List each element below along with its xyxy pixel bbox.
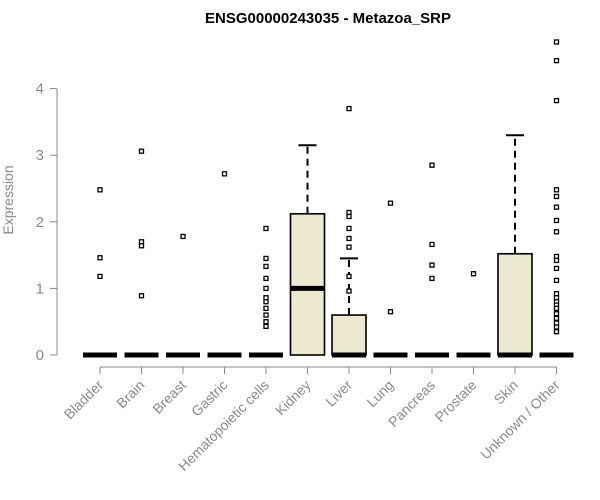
outlier-point [429, 275, 435, 282]
outlier-point [553, 277, 560, 284]
box-brain [124, 148, 159, 358]
outlier-point [97, 273, 103, 280]
outlier-point [263, 285, 269, 292]
outlier-point [263, 299, 269, 305]
outlier-point [346, 244, 352, 250]
x-tick-label: Prostate [431, 377, 479, 425]
outlier-point [553, 305, 560, 312]
box-skin [497, 134, 533, 358]
box-prostate [456, 271, 491, 358]
outlier-point [553, 39, 560, 45]
outlier-point [387, 200, 394, 206]
outlier-point [263, 263, 269, 270]
outlier-point [553, 315, 560, 322]
outlier-point [346, 105, 352, 112]
outlier-point [263, 312, 269, 318]
outlier-point [553, 193, 560, 200]
outlier-point [553, 204, 560, 210]
outlier-point [346, 225, 352, 232]
y-tick-label: 4 [36, 81, 44, 98]
x-tick-label: Brain [113, 377, 147, 411]
outlier-point [263, 319, 269, 325]
outlier-point [346, 213, 352, 220]
x-tick-label: Bladder [61, 377, 107, 423]
box-pancreas [415, 162, 449, 358]
box-body [331, 314, 367, 356]
box-body [289, 213, 326, 356]
plot-area [83, 39, 574, 358]
outlier-point [138, 293, 145, 299]
x-tick-label: Kidney [272, 377, 314, 419]
outlier-point [346, 288, 352, 294]
outlier-point [346, 235, 352, 242]
box-gastric [207, 171, 242, 358]
outlier-point [387, 309, 394, 315]
x-tick-label: Liver [322, 377, 355, 410]
outlier-point [263, 323, 269, 330]
box-unknown-other [539, 39, 574, 358]
box-body [497, 252, 533, 356]
outlier-point [429, 262, 435, 268]
outlier-point [553, 257, 560, 264]
outlier-point [553, 265, 560, 272]
outlier-point [553, 311, 560, 317]
outlier-point [553, 324, 560, 330]
outlier-point [138, 148, 145, 154]
outlier-point [263, 255, 269, 262]
x-tick-label: Unknown / Other [477, 377, 563, 463]
outlier-point [429, 241, 435, 248]
y-tick-label: 2 [36, 214, 44, 231]
outlier-point [97, 187, 103, 193]
outlier-point [470, 271, 477, 277]
outlier-point [553, 187, 560, 193]
box-kidney [289, 144, 326, 356]
y-tick-label: 1 [36, 280, 44, 297]
x-tick-label: Breast [149, 377, 189, 417]
outlier-point [553, 329, 560, 335]
outlier-point [553, 217, 560, 224]
outlier-point [553, 97, 560, 104]
box-breast [166, 233, 200, 358]
outlier-point [429, 162, 435, 168]
box-lung [373, 200, 408, 358]
outlier-point [263, 305, 269, 312]
outlier-point [97, 255, 103, 261]
outlier-point [180, 233, 186, 240]
outlier-point [138, 243, 145, 249]
box-bladder [83, 187, 117, 358]
y-axis: 0 1 2 3 4 [36, 81, 58, 364]
x-tick-label: Lung [363, 377, 396, 410]
x-tick-label: Skin [491, 377, 522, 408]
outlier-point [553, 57, 560, 64]
chart-title: ENSG00000243035 - Metazoa_SRP [205, 10, 451, 27]
y-axis-label: Expression [0, 165, 16, 234]
y-tick-label: 3 [36, 147, 44, 164]
box-liver [331, 105, 367, 358]
y-tick-label: 0 [36, 347, 44, 364]
outlier-point [221, 171, 228, 177]
outlier-point [263, 225, 269, 232]
outlier-point [346, 273, 352, 280]
box-hematopoietic-cells [249, 225, 283, 358]
outlier-point [553, 229, 560, 235]
outlier-point [263, 275, 269, 282]
